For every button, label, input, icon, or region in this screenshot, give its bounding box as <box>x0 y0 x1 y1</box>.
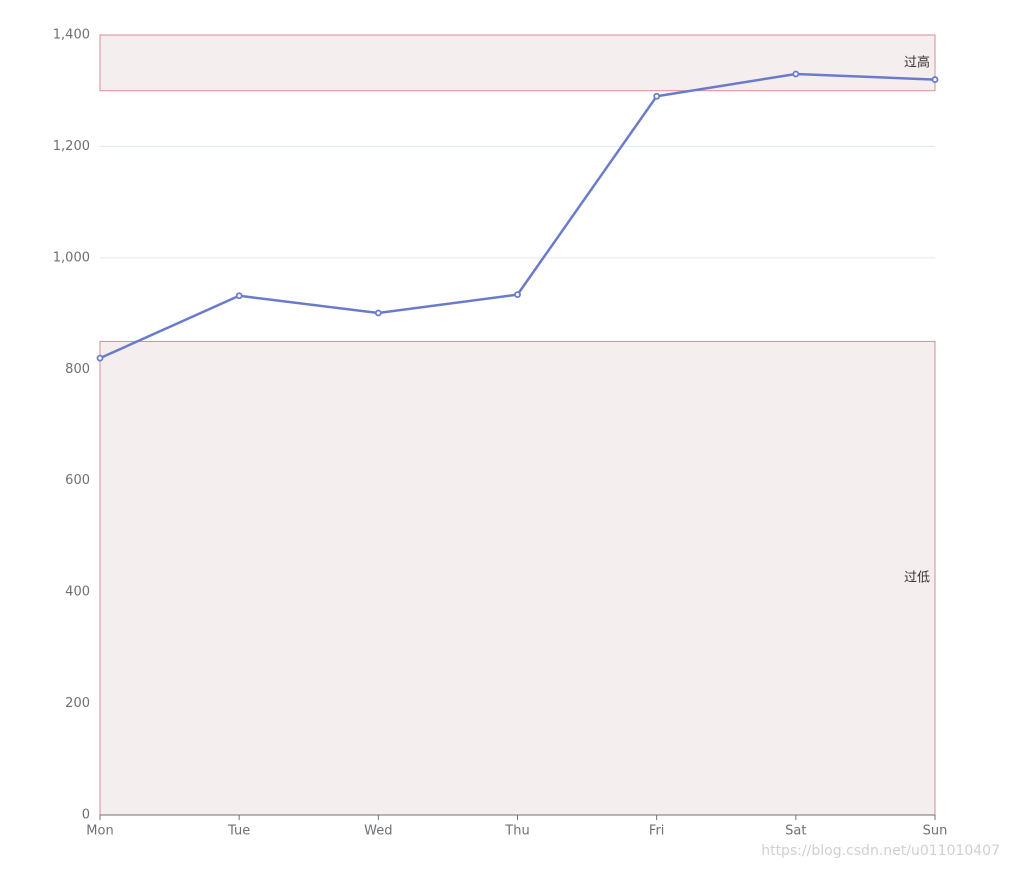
x-tick-label: Sat <box>785 824 806 839</box>
y-tick-label: 1,200 <box>53 139 90 154</box>
x-tick-label: Wed <box>364 824 392 839</box>
point <box>374 309 382 317</box>
point <box>514 291 521 299</box>
mark-area <box>99 34 936 92</box>
x-tick-label: Fri <box>649 824 665 839</box>
y-tick-label: 200 <box>65 696 90 711</box>
x-tick-label: Tue <box>227 824 250 839</box>
x-tick-label: Thu <box>504 824 529 839</box>
y-tick-label: 400 <box>65 585 90 600</box>
y-tick-label: 1,000 <box>53 250 90 265</box>
point <box>792 70 800 78</box>
line <box>99 72 936 360</box>
watermark: https://blog.csdn.net/u011010407 <box>761 843 1000 859</box>
point <box>653 92 661 100</box>
point <box>96 354 104 362</box>
y-tick-label: 800 <box>65 362 90 377</box>
point <box>235 292 243 300</box>
x-tick-label: Mon <box>86 824 113 839</box>
mark-area-label: 过高 <box>904 54 930 70</box>
y-tick-label: 0 <box>82 808 90 823</box>
y-tick-label: 600 <box>65 473 90 488</box>
y-tick-label: 1,400 <box>53 28 90 43</box>
point <box>931 76 939 83</box>
mark-area <box>99 340 936 816</box>
x-tick-label: Sun <box>923 824 948 839</box>
mark-area-label: 过低 <box>904 571 930 586</box>
